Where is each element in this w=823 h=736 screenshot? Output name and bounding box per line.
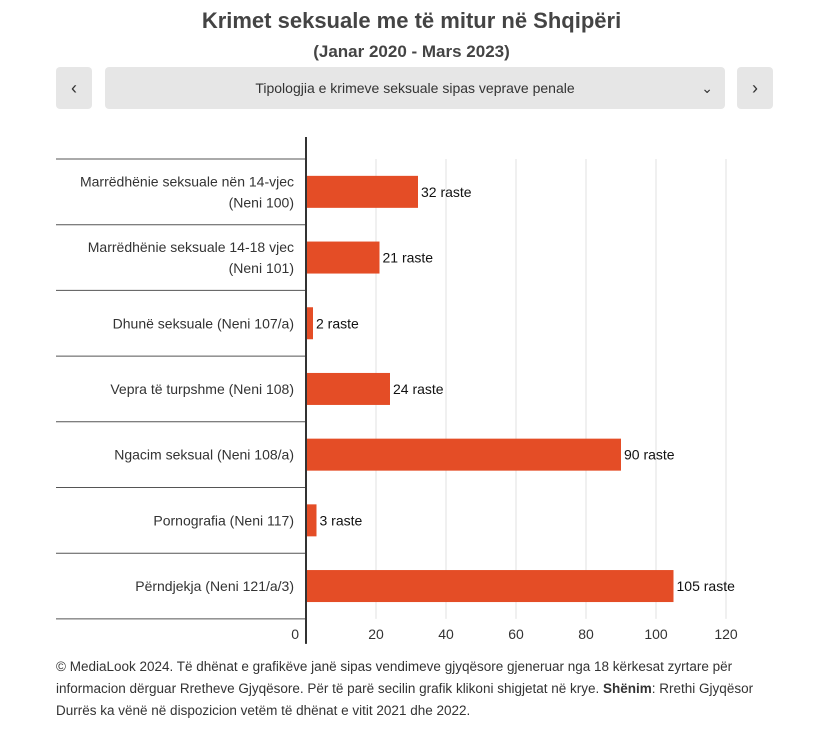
bar-value-label: 2 raste xyxy=(316,315,359,331)
category-label: (Neni 101) xyxy=(229,260,294,276)
chevron-left-icon: ‹ xyxy=(71,77,77,98)
category-label: Pornografia (Neni 117) xyxy=(153,512,294,528)
x-tick-label: 20 xyxy=(368,626,384,642)
bar-value-label: 32 raste xyxy=(421,184,472,200)
x-tick-label: 60 xyxy=(508,626,524,642)
category-label: Dhunë seksuale (Neni 107/a) xyxy=(113,315,294,331)
category-label: Marrëdhënie seksuale 14-18 vjec xyxy=(88,239,294,255)
next-chart-button[interactable]: › xyxy=(737,67,773,109)
x-tick-label: 40 xyxy=(438,626,454,642)
x-tick-label: 100 xyxy=(644,626,668,642)
bar-value-label: 105 raste xyxy=(677,578,736,594)
bar xyxy=(306,372,390,405)
chart-subtitle: (Janar 2020 - Mars 2023) xyxy=(313,42,510,61)
chart-title: Krimet seksuale me të mitur në Shqipëri xyxy=(201,8,622,33)
category-label: Përndjekja (Neni 121/a/3) xyxy=(135,578,294,594)
footer-note-text: : Rrethi Gjyqësor Durrës ka vënë në disp… xyxy=(56,681,754,718)
bar-chart: 32 raste Marrëdhënie seksuale nën 14-vjec… xyxy=(56,137,738,644)
footer-note: © MediaLook 2024. Të dhënat e grafikëve … xyxy=(56,656,786,722)
chevron-right-icon: › xyxy=(752,77,758,98)
bar xyxy=(306,438,621,471)
previous-chart-button[interactable]: ‹ xyxy=(56,67,92,109)
footer-source-text: © MediaLook 2024. Të dhënat e grafikëve … xyxy=(56,659,733,696)
bar-value-label: 90 raste xyxy=(624,447,675,463)
category-label: Vepra të turpshme (Neni 108) xyxy=(110,381,294,397)
chart-selector-dropdown[interactable]: Tipologjia e krimeve seksuale sipas vepr… xyxy=(105,67,725,109)
bar xyxy=(306,570,674,603)
x-tick-label: 0 xyxy=(291,626,299,642)
x-tick-label: 80 xyxy=(578,626,594,642)
dropdown-label: Tipologjia e krimeve seksuale sipas vepr… xyxy=(255,80,575,96)
x-tick-label: 120 xyxy=(714,626,738,642)
bar-value-label: 3 raste xyxy=(320,512,363,528)
category-label: (Neni 100) xyxy=(229,194,294,210)
bar-value-label: 24 raste xyxy=(393,381,444,397)
bar-value-label: 21 raste xyxy=(383,250,434,266)
chevron-down-icon: ⌄ xyxy=(701,80,713,96)
bar xyxy=(306,307,313,340)
bar xyxy=(306,241,380,274)
category-label: Marrëdhënie seksuale nën 14-vjec xyxy=(80,173,294,189)
bar xyxy=(306,175,418,208)
category-label: Ngacim seksual (Neni 108/a) xyxy=(114,447,294,463)
bar xyxy=(306,504,317,537)
footer-note-label: Shënim xyxy=(603,681,652,696)
